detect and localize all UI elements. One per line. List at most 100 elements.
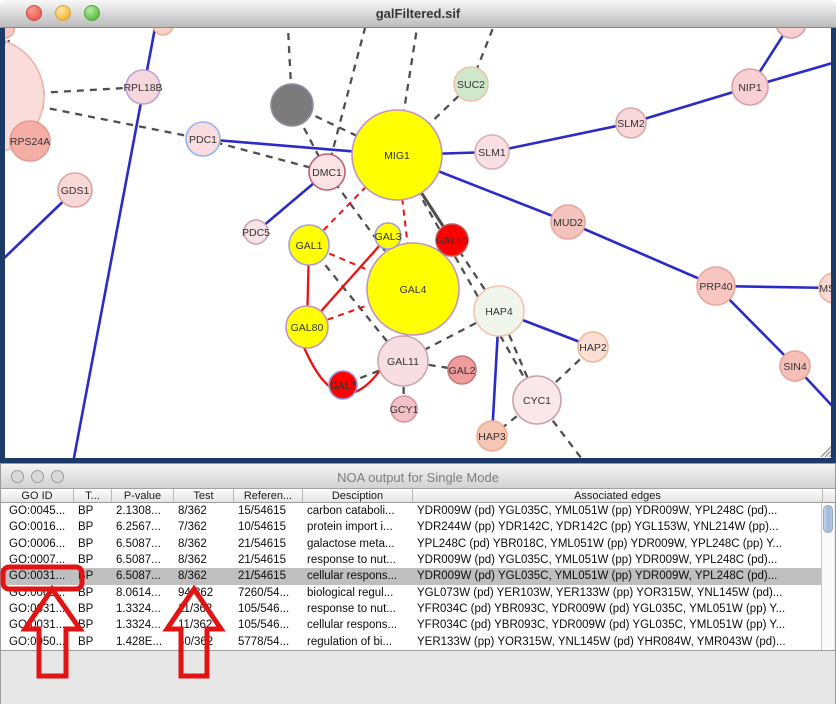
table-cell: 21/54615 — [238, 537, 286, 550]
table-cell: response to nut... — [307, 602, 396, 615]
network-node-hap3[interactable] — [476, 420, 508, 452]
table-cell: 15/54615 — [238, 505, 286, 517]
network-edge[interactable] — [567, 220, 717, 288]
table-row[interactable]: GO:0031... BP 6.5087... 8/362 21/54615 cellul… — [1, 568, 823, 585]
table-cell: 80/362 — [178, 635, 214, 648]
table-row[interactable]: GO:0050... BP 1.428E... 80/362 5778/54... reg… — [1, 634, 823, 650]
table-row[interactable]: GO:0006... BP 6.5087... 8/362 21/54615 galact… — [1, 536, 823, 552]
network-node-mig1[interactable] — [351, 109, 443, 201]
network-edge[interactable] — [396, 154, 538, 401]
node-label: GAL80 — [291, 322, 324, 334]
table-cell: BP — [78, 505, 94, 517]
network-node-prp40[interactable] — [696, 266, 736, 306]
zoom-button-inactive[interactable] — [51, 470, 64, 483]
node-label: GAL1 — [296, 240, 323, 252]
network-edge[interactable] — [630, 85, 751, 125]
column-header[interactable]: P-value — [112, 489, 174, 503]
scrollbar-thumb[interactable] — [823, 505, 833, 533]
table-row[interactable]: GO:0045... BP 2.1308... 8/362 15/54615 carbon… — [1, 503, 823, 519]
table-cell: GO:0031... — [9, 570, 66, 583]
column-header[interactable]: Test — [174, 489, 234, 503]
table-cell: 105/546... — [238, 619, 290, 632]
table-cell: YGL073W (pd) YER103W, YER133W (pp) YOR31… — [417, 586, 783, 599]
node-label: GAL3 — [375, 231, 402, 243]
table-row[interactable]: GO:0007... BP 6.5087... 8/362 21/54615 respon… — [1, 552, 823, 568]
zoom-button[interactable] — [84, 5, 100, 21]
network-node-gal3[interactable] — [374, 222, 402, 250]
column-header[interactable]: Referen... — [234, 489, 303, 503]
network-node-hap4[interactable] — [473, 285, 525, 337]
table-row[interactable]: GO:0065... BP 8.0614... 94/362 7260/54... bio… — [1, 585, 823, 601]
network-edge[interactable] — [202, 137, 328, 174]
column-header[interactable]: GO ID — [1, 489, 74, 503]
close-button-inactive[interactable] — [11, 470, 24, 483]
network-node-mud2[interactable] — [550, 204, 586, 240]
node-label: HAP2 — [579, 342, 607, 354]
column-header[interactable]: Associated edges — [413, 489, 823, 503]
network-node-gray[interactable] — [270, 83, 314, 127]
network-node-gal80[interactable] — [285, 305, 329, 349]
table-cell: biological regul... — [307, 586, 394, 599]
network-node-gal4[interactable] — [366, 242, 460, 336]
network-node-hap2[interactable] — [577, 331, 609, 363]
column-header[interactable]: Desciption — [303, 489, 413, 503]
node-label: SLM2 — [617, 118, 645, 130]
network-node-gal1[interactable] — [288, 224, 330, 266]
vertical-scrollbar[interactable] — [821, 503, 834, 650]
network-edge[interactable] — [491, 121, 632, 154]
network-node-topn[interactable] — [152, 28, 174, 36]
network-edge[interactable] — [402, 359, 463, 372]
table-cell: GO:0031... — [9, 619, 66, 632]
network-edge[interactable] — [491, 399, 538, 437]
table-cell: 7260/54... — [238, 586, 290, 599]
network-node-slm1[interactable] — [474, 134, 510, 170]
minimize-button-inactive[interactable] — [31, 470, 44, 483]
node-label: GAL7 — [330, 380, 357, 392]
network-node-gcy1[interactable] — [390, 395, 418, 423]
minimize-button[interactable] — [55, 5, 71, 21]
network-edge[interactable] — [0, 96, 204, 141]
table-cell: BP — [78, 586, 94, 599]
network-node-dmc1[interactable] — [308, 153, 346, 191]
network-node-cyc1[interactable] — [512, 375, 562, 425]
node-label: GAL11 — [387, 356, 419, 368]
table-cell: GO:0065... — [9, 586, 66, 599]
table-cell: BP — [78, 602, 94, 615]
table-row[interactable]: GO:0031... BP 1.3324... 11/362 105/546... cel… — [1, 617, 823, 633]
network-edge[interactable] — [308, 154, 398, 246]
node-label: GAL2 — [449, 365, 476, 377]
network-node-nip1[interactable] — [731, 68, 769, 106]
network-node-sin4[interactable] — [779, 350, 811, 382]
table-cell: 94/362 — [178, 586, 214, 599]
column-header[interactable]: T... — [74, 489, 112, 503]
network-node-gal10[interactable] — [435, 223, 469, 257]
table-cell: BP — [78, 537, 94, 550]
network-edge[interactable] — [469, 28, 495, 85]
table-row[interactable]: GO:0031... BP 1.3324... 11/362 105/546... res… — [1, 601, 823, 617]
table-cell: 11/362 — [178, 619, 213, 632]
network-node-pdc1[interactable] — [185, 121, 221, 157]
network-canvas[interactable]: RPL18B RPS24A GDS1 PDC1 MIG1 DMC1 SUC2 SLM1 SLM2… — [0, 28, 836, 463]
network-edge[interactable] — [395, 28, 419, 156]
network-node-gal11[interactable] — [377, 335, 429, 387]
network-node-slm2[interactable] — [615, 107, 647, 139]
network-node-rps24a[interactable] — [9, 120, 51, 162]
network-titlebar[interactable]: galFiltered.sif — [0, 0, 836, 28]
network-node-gal7[interactable] — [328, 370, 358, 400]
network-node-pdc5[interactable] — [243, 219, 269, 245]
network-node-rpl18b[interactable] — [125, 69, 161, 105]
table-header-row: GO ID T... P-value Test Referen... Desciption… — [1, 489, 835, 503]
network-node-gal2[interactable] — [447, 355, 477, 385]
table-cell: cellular respons... — [307, 619, 398, 632]
network-node-gds1[interactable] — [57, 172, 93, 208]
go-results-table[interactable]: GO:0045... BP 2.1308... 8/362 15/54615 carbon… — [1, 503, 823, 650]
network-node-tr1[interactable] — [776, 28, 806, 39]
network-node-suc2[interactable] — [453, 66, 489, 102]
noa-titlebar[interactable]: NOA output for Single Mode — [1, 463, 835, 489]
close-button[interactable] — [26, 5, 42, 21]
network-edge[interactable] — [308, 244, 414, 290]
table-cell: 21/54615 — [238, 570, 286, 583]
table-row[interactable]: GO:0016... BP 6.2567... 7/362 10/54615 protei… — [1, 519, 823, 535]
table-cell: 8/362 — [178, 505, 207, 517]
network-graph[interactable]: RPL18B RPS24A GDS1 PDC1 MIG1 DMC1 SUC2 SLM1 SLM2… — [0, 28, 836, 463]
